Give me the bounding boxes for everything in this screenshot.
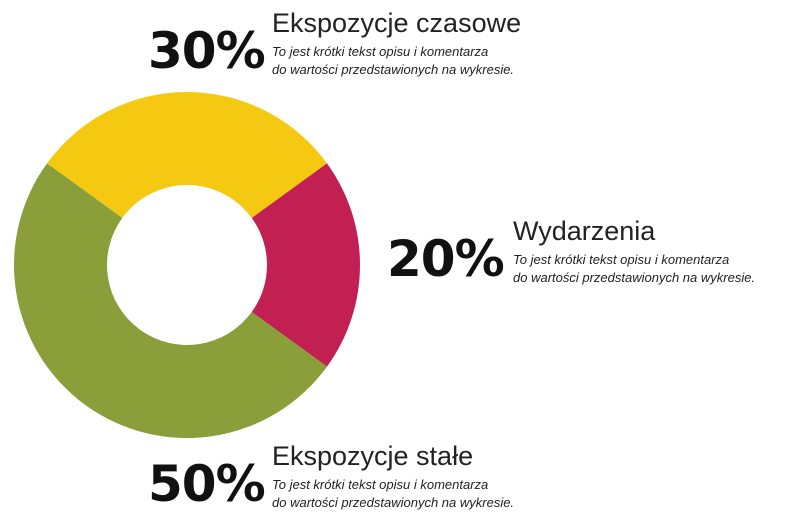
donut-slice bbox=[47, 92, 327, 218]
label-description: To jest krótki tekst opisu i komentarza bbox=[272, 44, 488, 59]
percent-label: 30% bbox=[148, 22, 265, 80]
percent-label: 50% bbox=[148, 455, 265, 513]
label-description: do wartości przedstawionych na wykresie. bbox=[272, 495, 514, 510]
donut-slice bbox=[251, 163, 360, 367]
label-title: Wydarzenia bbox=[513, 216, 656, 246]
donut-slice bbox=[14, 163, 327, 438]
label-description: To jest krótki tekst opisu i komentarza bbox=[513, 252, 729, 267]
label-description: do wartości przedstawionych na wykresie. bbox=[272, 62, 514, 77]
label-description: To jest krótki tekst opisu i komentarza bbox=[272, 477, 488, 492]
percent-label: 20% bbox=[387, 230, 504, 288]
label-description: do wartości przedstawionych na wykresie. bbox=[513, 270, 755, 285]
label-title: Ekspozycje stałe bbox=[272, 441, 473, 471]
label-title: Ekspozycje czasowe bbox=[272, 8, 521, 38]
